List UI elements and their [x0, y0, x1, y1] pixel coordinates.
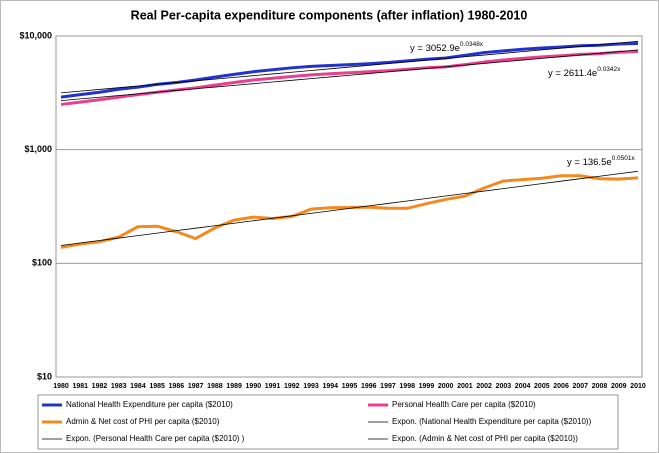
legend-label: Expon. (National Health Expenditure per …	[392, 417, 592, 426]
x-tick-label: 2002	[476, 383, 492, 390]
series-line	[60, 40, 639, 94]
equation-text: y = 136.5e	[567, 157, 612, 168]
x-tick-label: 1990	[246, 383, 262, 390]
x-tick-label: 1985	[149, 383, 165, 390]
x-tick-label: 1980	[53, 383, 69, 390]
x-tick-label: 2008	[592, 383, 608, 390]
x-tick-label: 2004	[515, 383, 531, 390]
legend-label: National Health Expenditure per capita (…	[66, 400, 233, 409]
series-line	[60, 174, 639, 249]
chart-title: Real Per-capita expenditure components (…	[131, 8, 528, 22]
x-tick-label: 1995	[342, 383, 358, 390]
legend-label: Expon. (Admin & Net cost of PHI per capi…	[392, 434, 578, 443]
series-line	[60, 170, 639, 246]
y-tick-label: $100	[32, 258, 52, 268]
series-line	[60, 49, 639, 101]
trend-equation: y = 3052.9e0.0348x	[410, 41, 484, 54]
x-tick-label: 1984	[130, 383, 146, 390]
x-tick-label: 2003	[496, 383, 512, 390]
legend-label: Personal Health Care per capita ($2010)	[392, 400, 536, 409]
legend-box	[37, 394, 619, 450]
x-tick-label: 1992	[284, 383, 300, 390]
y-tick-label: $10,000	[19, 30, 52, 40]
x-tick-label: 1999	[419, 383, 435, 390]
equation-exponent: 0.0348x	[460, 41, 484, 48]
x-tick-label: 1996	[361, 383, 377, 390]
x-tick-label: 1997	[380, 383, 396, 390]
x-tick-label: 1983	[111, 383, 127, 390]
x-tick-label: 2006	[553, 383, 569, 390]
x-tick-label: 1989	[226, 383, 242, 390]
x-tick-label: 1993	[303, 383, 319, 390]
x-tick-label: 1981	[72, 383, 88, 390]
x-tick-label: 1998	[399, 383, 415, 390]
x-tick-label: 2010	[630, 383, 646, 390]
equation-exponent: 0.0342x	[597, 66, 621, 73]
x-tick-label: 1982	[92, 383, 108, 390]
trend-equation: y = 2611.4e0.0342x	[548, 66, 621, 79]
x-tick-label: 1991	[265, 383, 281, 390]
x-tick-label: 2001	[457, 383, 473, 390]
x-tick-label: 2009	[611, 383, 627, 390]
x-tick-label: 1986	[169, 383, 185, 390]
x-tick-label: 2000	[438, 383, 454, 390]
equation-text: y = 3052.9e	[410, 43, 460, 54]
x-tick-label: 1987	[188, 383, 204, 390]
x-tick-label: 1988	[207, 383, 223, 390]
legend-label: Admin & Net cost of PHI per capita ($201…	[66, 417, 220, 426]
equation-text: y = 2611.4e	[548, 68, 597, 79]
legend-label: Expon. (Personal Health Care per capita …	[66, 434, 245, 443]
x-tick-label: 2007	[573, 383, 589, 390]
x-tick-label: 2005	[534, 383, 550, 390]
y-tick-label: $10	[37, 371, 52, 381]
trend-equation: y = 136.5e0.0501x	[567, 155, 636, 168]
y-tick-label: $1,000	[24, 144, 52, 154]
equation-exponent: 0.0501x	[612, 155, 636, 162]
x-tick-label: 1994	[322, 383, 338, 390]
